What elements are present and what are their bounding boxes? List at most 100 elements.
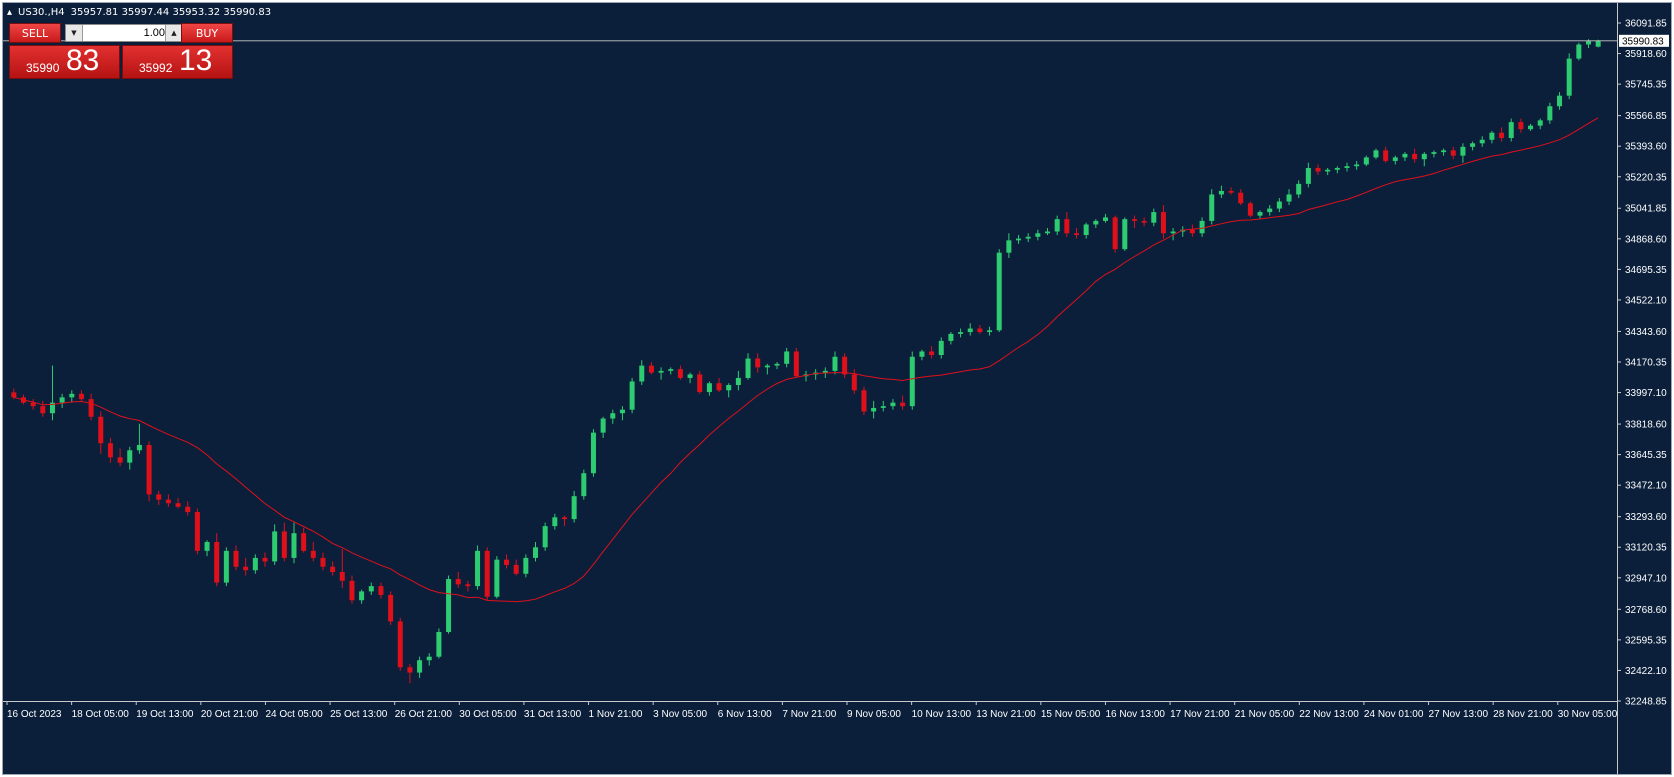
bull-candle xyxy=(1528,125,1534,130)
bear-candle xyxy=(929,351,935,356)
bull-candle xyxy=(687,374,693,378)
bear-candle xyxy=(861,390,867,412)
bull-candle xyxy=(1576,44,1582,59)
bear-candle xyxy=(378,586,384,595)
x-tick-label: 19 Oct 13:00 xyxy=(136,709,194,720)
bull-candle xyxy=(1441,150,1447,153)
bear-candle xyxy=(1315,167,1321,172)
y-tick-label: 33818.60 xyxy=(1625,420,1667,431)
bull-candle xyxy=(948,333,954,341)
bear-candle xyxy=(175,503,181,507)
bear-candle xyxy=(484,550,490,597)
bull-candle xyxy=(706,383,712,393)
x-tick-label: 21 Nov 05:00 xyxy=(1235,709,1295,720)
bear-candle xyxy=(1073,233,1079,236)
bull-candle xyxy=(436,631,442,657)
bull-candle xyxy=(368,586,374,592)
x-tick-label: 16 Oct 2023 xyxy=(7,709,62,720)
lot-decrease-icon[interactable]: ▼ xyxy=(66,25,83,41)
y-tick-label: 34170.35 xyxy=(1625,358,1667,369)
lot-size-input[interactable] xyxy=(84,25,168,41)
bull-candle xyxy=(1267,208,1273,213)
buy-price-big: 13 xyxy=(179,44,213,77)
bear-candle xyxy=(455,579,461,585)
buy-price-box[interactable]: 35992 13 xyxy=(122,44,233,79)
bear-candle xyxy=(301,533,307,551)
bull-candle xyxy=(1170,231,1176,234)
bull-candle xyxy=(1276,201,1282,209)
bull-candle xyxy=(1431,152,1437,154)
x-tick-label: 24 Oct 05:00 xyxy=(265,709,323,720)
sell-button[interactable]: SELL xyxy=(9,23,61,43)
bear-candle xyxy=(900,402,906,407)
bull-candle xyxy=(590,432,596,474)
symbol-label: US30.,H4 xyxy=(18,7,65,18)
bull-candle xyxy=(1286,194,1292,202)
sell-price-main: 35990 xyxy=(26,61,60,75)
buy-button[interactable]: BUY xyxy=(181,23,233,43)
bull-candle xyxy=(1586,40,1592,45)
bull-candle xyxy=(1354,164,1360,167)
bull-candle xyxy=(523,557,529,574)
y-tick-label: 34868.60 xyxy=(1625,234,1667,245)
collapse-arrow-icon[interactable]: ▴ xyxy=(7,7,13,18)
bear-candle xyxy=(1383,150,1389,161)
bull-candle xyxy=(658,370,664,373)
bull-candle xyxy=(1470,143,1476,147)
y-tick-label: 34695.35 xyxy=(1625,265,1667,276)
bear-candle xyxy=(397,621,403,668)
y-tick-label: 34343.60 xyxy=(1625,327,1667,338)
bear-candle xyxy=(30,402,36,407)
bull-candle xyxy=(745,358,751,378)
y-tick-label: 33293.60 xyxy=(1625,512,1667,523)
bear-candle xyxy=(11,392,17,398)
bull-candle xyxy=(1296,183,1302,195)
x-tick-label: 30 Nov 05:00 xyxy=(1558,709,1618,720)
bull-candle xyxy=(49,402,55,414)
bull-candle xyxy=(629,381,635,410)
bull-candle xyxy=(668,369,674,371)
bull-candle xyxy=(494,559,500,597)
bull-candle xyxy=(1402,153,1408,158)
bull-candle xyxy=(252,557,258,571)
bull-candle xyxy=(909,356,915,407)
bull-candle xyxy=(610,413,616,419)
x-tick-label: 1 Nov 21:00 xyxy=(589,709,643,720)
bear-candle xyxy=(977,328,983,333)
x-tick-label: 27 Nov 13:00 xyxy=(1429,709,1489,720)
lot-increase-icon[interactable]: ▲ xyxy=(165,25,182,41)
bear-candle xyxy=(842,356,848,375)
bull-candle xyxy=(639,365,645,382)
x-tick-label: 10 Nov 13:00 xyxy=(912,709,972,720)
x-tick-label: 13 Nov 21:00 xyxy=(976,709,1036,720)
bull-candle xyxy=(1305,167,1311,184)
bull-candle xyxy=(1151,212,1157,223)
bull-candle xyxy=(774,363,780,366)
bear-candle xyxy=(1189,229,1195,234)
bear-candle xyxy=(98,416,104,444)
moving-average-line xyxy=(13,117,1599,603)
bull-candle xyxy=(1102,217,1108,221)
x-tick-label: 6 Nov 13:00 xyxy=(718,709,772,720)
bull-candle xyxy=(223,550,229,583)
bull-candle xyxy=(1479,139,1485,144)
bear-candle xyxy=(561,517,567,520)
bull-candle xyxy=(1344,166,1350,168)
bull-candle xyxy=(1595,40,1601,47)
bull-candle xyxy=(1557,95,1563,107)
bear-candle xyxy=(185,506,191,513)
x-tick-label: 3 Nov 05:00 xyxy=(653,709,707,720)
bull-candle xyxy=(726,384,732,391)
x-tick-label: 15 Nov 05:00 xyxy=(1041,709,1101,720)
y-tick-label: 35393.60 xyxy=(1625,142,1667,153)
sell-price-box[interactable]: 35990 83 xyxy=(9,44,120,79)
bull-candle xyxy=(996,252,1002,331)
bull-candle xyxy=(1566,58,1572,96)
y-tick-label: 32595.35 xyxy=(1625,635,1667,646)
bear-candle xyxy=(1141,220,1147,223)
candlestick-chart[interactable]: 36091.85 35918.60 35745.35 35566.85 35393.60… xyxy=(3,3,1671,774)
lot-size-field[interactable]: ▼ ▲ xyxy=(65,24,183,42)
bear-candle xyxy=(262,557,268,562)
bull-candle xyxy=(764,365,770,368)
